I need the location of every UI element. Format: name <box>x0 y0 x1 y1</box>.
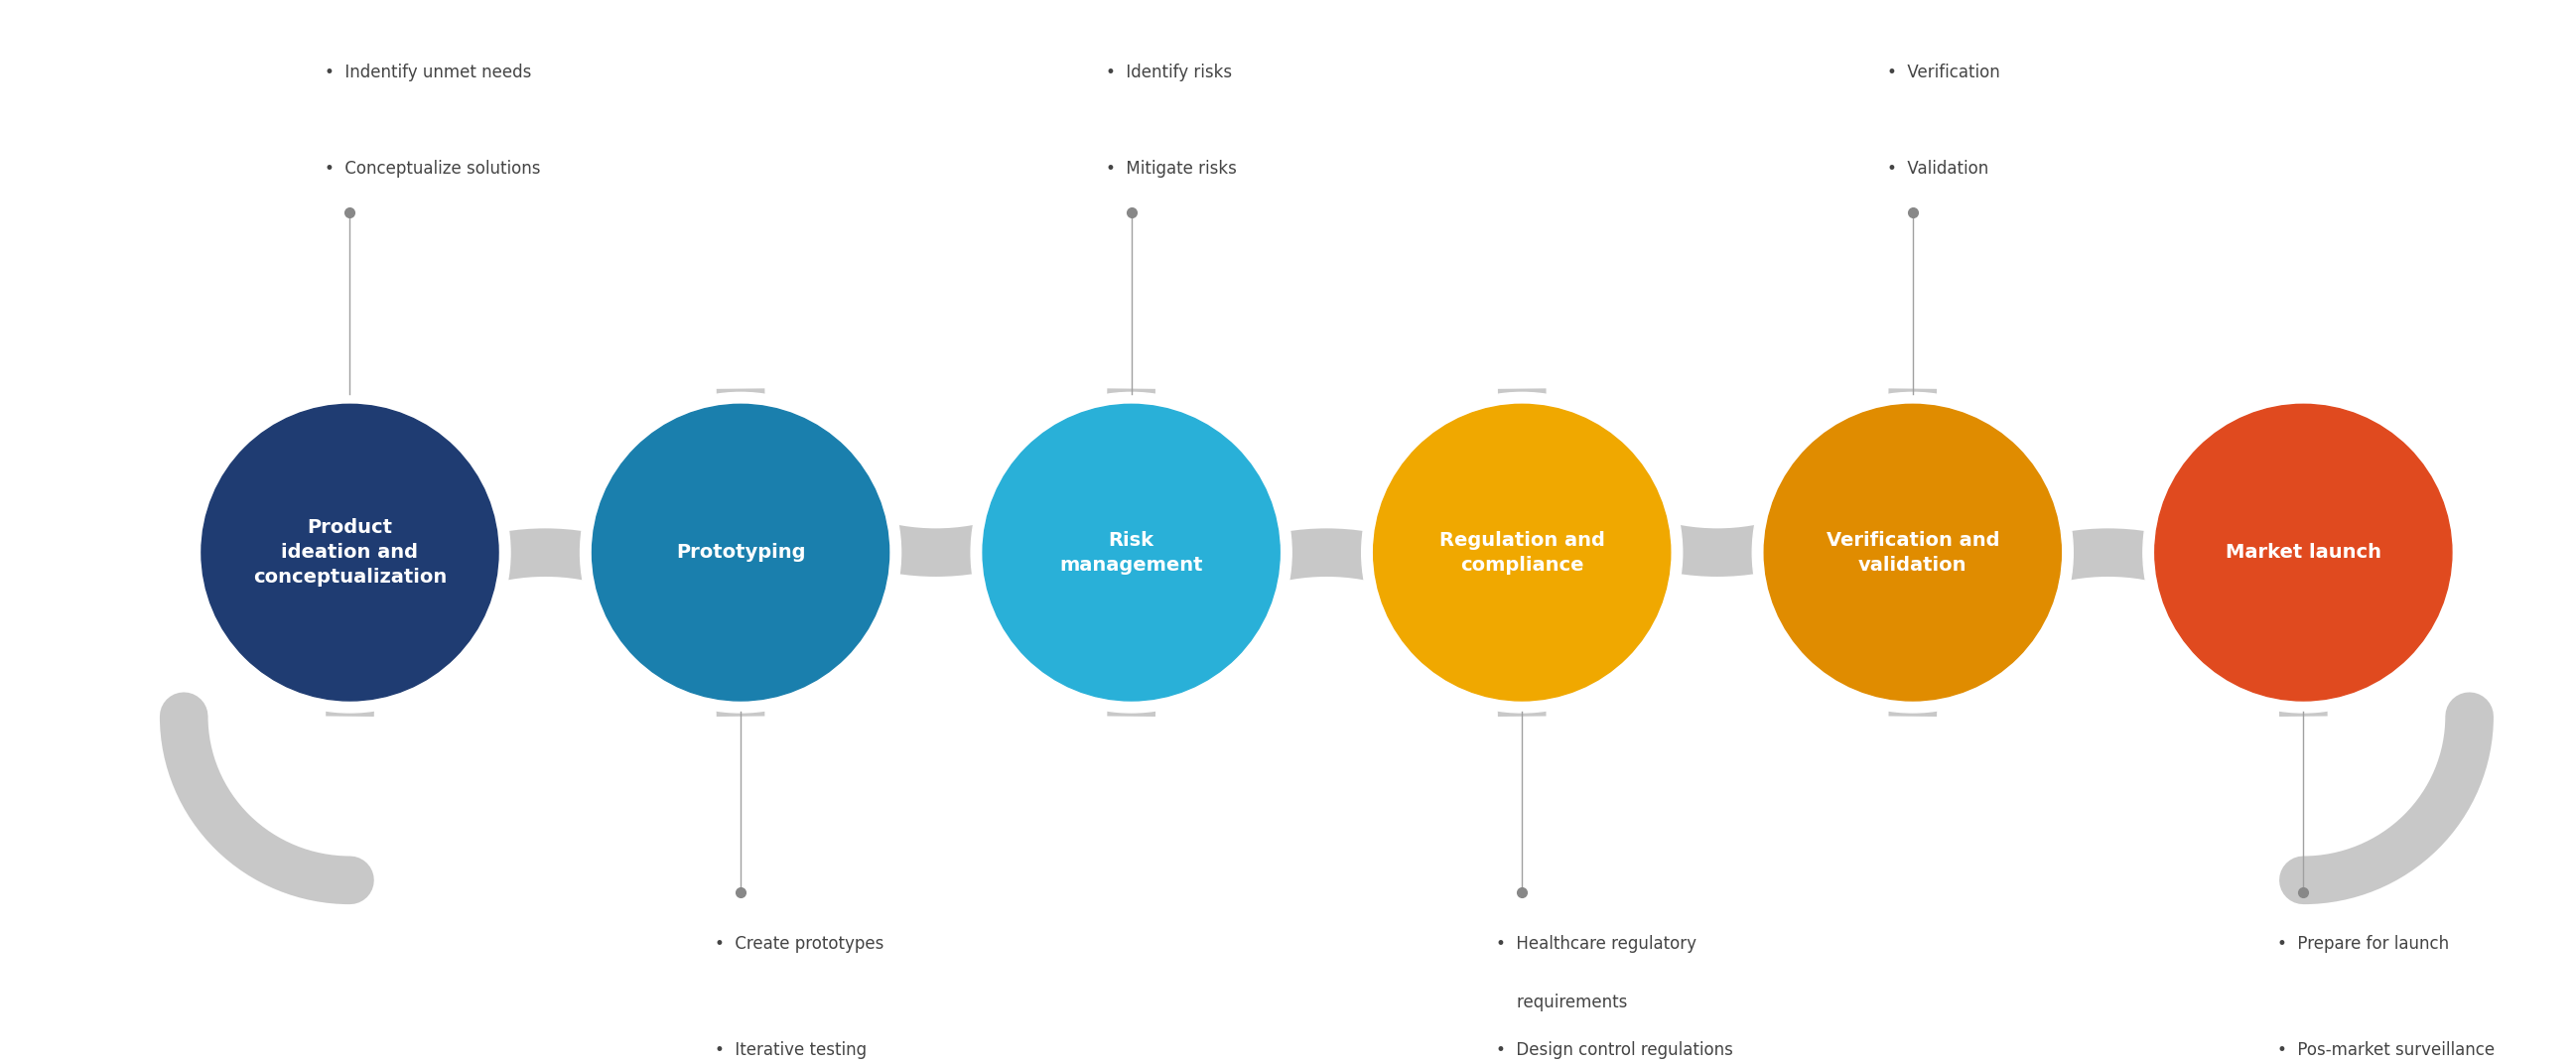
Text: Risk
management: Risk management <box>1059 531 1203 575</box>
Text: •  Create prototypes: • Create prototypes <box>714 935 884 953</box>
Text: Product
ideation and
conceptualization: Product ideation and conceptualization <box>252 518 446 586</box>
Text: •  Mitigate risks: • Mitigate risks <box>1105 160 1236 178</box>
Ellipse shape <box>1765 404 2061 701</box>
Text: •  Indentify unmet needs: • Indentify unmet needs <box>325 64 531 82</box>
Ellipse shape <box>201 404 497 701</box>
Text: requirements: requirements <box>1497 994 1628 1011</box>
Text: •  Pos-market surveillance: • Pos-market surveillance <box>2277 1042 2496 1059</box>
Ellipse shape <box>2143 393 2463 713</box>
Ellipse shape <box>971 393 1291 713</box>
Text: Verification and
validation: Verification and validation <box>1826 531 1999 575</box>
Ellipse shape <box>1363 393 1682 713</box>
Text: •  Iterative testing: • Iterative testing <box>714 1042 868 1059</box>
Text: •  Identify risks: • Identify risks <box>1105 64 1231 82</box>
Text: Market launch: Market launch <box>2226 543 2380 562</box>
Ellipse shape <box>2156 404 2452 701</box>
Text: •  Validation: • Validation <box>1886 160 1989 178</box>
Text: Prototyping: Prototyping <box>675 543 806 562</box>
Ellipse shape <box>984 404 1280 701</box>
Text: •  Design control regulations: • Design control regulations <box>1497 1042 1734 1059</box>
Text: •  Verification: • Verification <box>1886 64 1999 82</box>
Text: •  Healthcare regulatory: • Healthcare regulatory <box>1497 935 1698 953</box>
Text: Regulation and
compliance: Regulation and compliance <box>1440 531 1605 575</box>
Ellipse shape <box>1373 404 1669 701</box>
Ellipse shape <box>592 404 889 701</box>
Ellipse shape <box>580 393 902 713</box>
Text: •  Conceptualize solutions: • Conceptualize solutions <box>325 160 541 178</box>
Ellipse shape <box>191 393 510 713</box>
Text: •  Prepare for launch: • Prepare for launch <box>2277 935 2450 953</box>
Ellipse shape <box>1752 393 2074 713</box>
